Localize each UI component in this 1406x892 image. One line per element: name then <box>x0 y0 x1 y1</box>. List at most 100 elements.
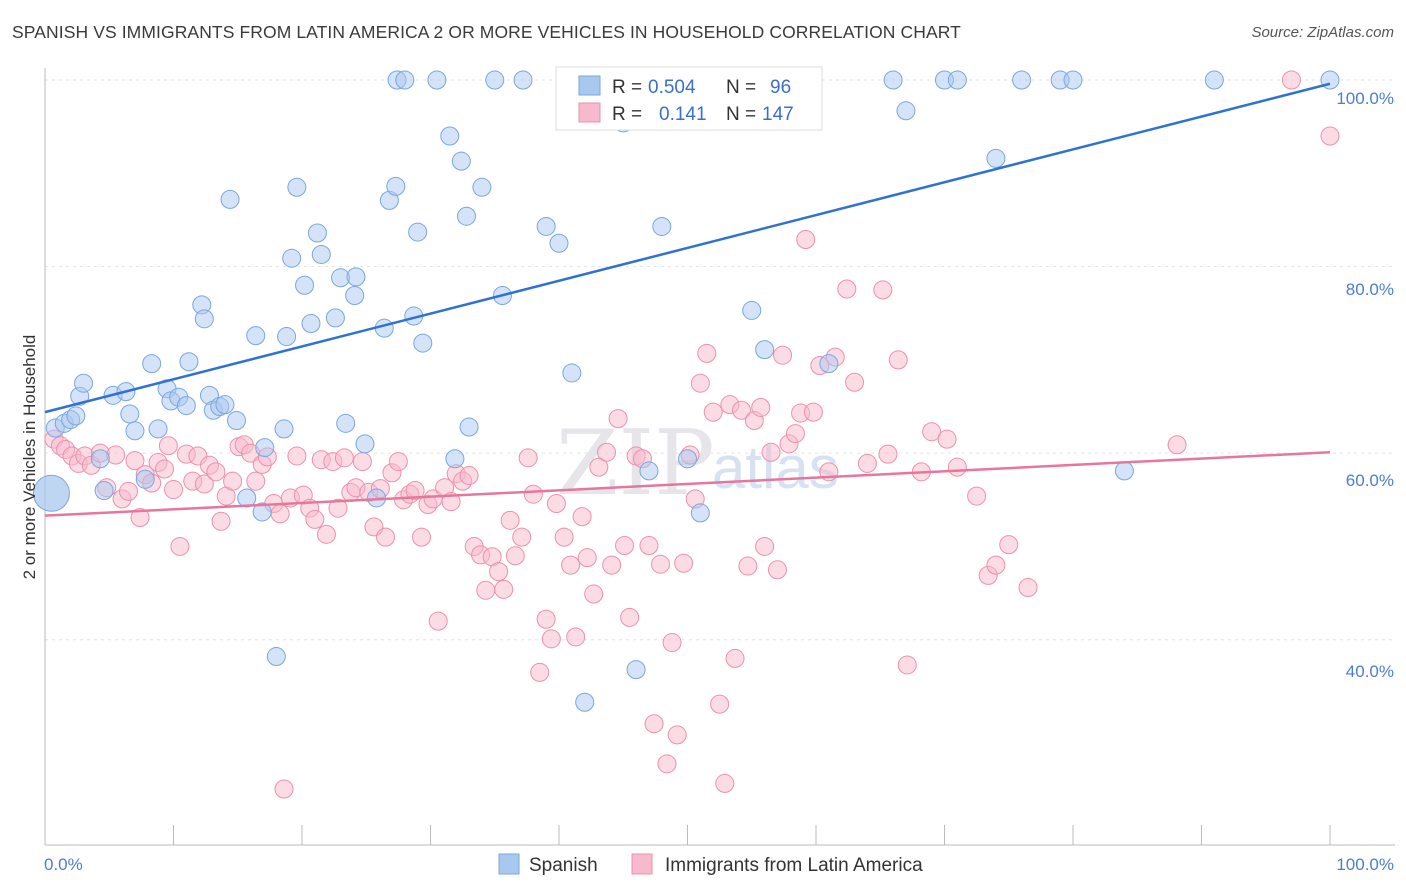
latin-point <box>1320 126 1340 146</box>
spanish-point <box>1204 70 1224 90</box>
latin-point <box>803 402 823 422</box>
spanish-point <box>1012 70 1032 90</box>
latin-point <box>1167 435 1187 455</box>
latin-point <box>937 429 957 449</box>
spanish-point <box>176 396 196 416</box>
latin-point <box>125 451 145 471</box>
spanish-point <box>148 419 168 439</box>
latin-point <box>947 457 967 477</box>
spanish-point <box>456 206 476 226</box>
latin-point <box>697 343 717 363</box>
latin-point <box>512 527 532 547</box>
latin-point <box>459 466 479 486</box>
latin-point <box>572 507 592 527</box>
spanish-point <box>986 148 1006 168</box>
spanish-point <box>120 404 140 424</box>
legend-swatch-spanish <box>578 75 601 96</box>
latin-point <box>164 480 183 500</box>
latin-point <box>796 230 816 250</box>
spanish-point <box>274 419 294 439</box>
spanish-point <box>575 692 595 712</box>
spanish-point <box>947 70 967 90</box>
latin-point <box>554 527 574 547</box>
spanish-point <box>472 177 492 197</box>
latin-point <box>589 457 609 477</box>
latin-point <box>541 629 561 649</box>
spanish-point <box>125 421 145 441</box>
spanish-point <box>179 352 199 372</box>
spanish-point <box>485 70 505 90</box>
latin-point <box>662 633 682 653</box>
latin-point <box>639 536 659 556</box>
spanish-point <box>355 434 375 454</box>
trend-lines <box>44 82 1331 517</box>
latin-point <box>441 492 461 512</box>
spanish-point <box>215 395 235 415</box>
spanish-point <box>220 189 240 209</box>
legend-r-value-spanish: 0.504 <box>648 77 696 98</box>
chart-source: Source: ZipAtlas.com <box>1251 24 1394 41</box>
spanish-point <box>252 502 272 522</box>
x-tick-label-max: 100.0% <box>1336 855 1394 874</box>
legend-n-label-latin: N = <box>726 104 756 125</box>
spanish-point <box>135 469 155 489</box>
spanish-point <box>346 267 366 287</box>
spanish-point <box>32 474 70 512</box>
spanish-point <box>282 248 302 268</box>
latin-point <box>405 480 425 500</box>
spanish-point <box>562 363 582 383</box>
latin-point <box>761 442 781 462</box>
latin-point <box>644 714 664 734</box>
latin-point <box>158 436 178 456</box>
spanish-point <box>345 286 365 306</box>
latin-point <box>922 422 942 442</box>
spanish-point <box>277 327 297 347</box>
bottom-legend-label-latin: Immigrants from Latin America <box>665 855 923 876</box>
spanish-point <box>295 275 315 295</box>
latin-point <box>715 773 735 793</box>
latin-point <box>305 509 325 529</box>
latin-point <box>845 372 865 392</box>
spanish-point <box>226 411 246 431</box>
latin-point <box>878 444 898 464</box>
spanish-point <box>639 461 659 481</box>
spanish-point <box>883 70 903 90</box>
chart-title: SPANISH VS IMMIGRANTS FROM LATIN AMERICA… <box>12 22 961 42</box>
latin-point <box>194 474 214 494</box>
bottom-legend-label-spanish: Spanish <box>529 855 598 876</box>
latin-point <box>755 536 775 556</box>
latin-point <box>536 609 556 629</box>
latin-trend-line <box>44 450 1331 517</box>
latin-point <box>897 655 917 675</box>
latin-point <box>667 725 687 745</box>
latin-point <box>352 452 372 472</box>
latin-point <box>999 535 1019 555</box>
spanish-point <box>74 373 94 393</box>
legend-n-value-spanish: 96 <box>770 77 791 98</box>
latin-point <box>561 555 581 575</box>
spanish-point <box>255 438 275 458</box>
bottom-legend-swatch-latin <box>631 853 653 875</box>
spanish-point <box>626 660 646 680</box>
latin-point <box>738 556 758 576</box>
latin-point <box>1281 70 1301 90</box>
latin-point <box>710 694 730 714</box>
latin-point <box>270 504 290 524</box>
latin-point <box>690 373 710 393</box>
latin-point <box>500 510 520 530</box>
latin-point <box>428 611 448 631</box>
spanish-point <box>513 70 533 90</box>
spanish-point <box>408 222 428 242</box>
axes <box>44 68 1395 846</box>
bottom-legend: Spanish Immigrants from Latin America <box>498 853 923 876</box>
spanish-point <box>287 177 307 197</box>
latin-point <box>837 279 857 299</box>
latin-point <box>615 536 635 556</box>
latin-point <box>773 345 793 365</box>
latin-point <box>1018 578 1038 598</box>
legend-swatch-latin <box>578 102 601 123</box>
latin-point <box>651 554 671 574</box>
latin-point <box>597 442 617 462</box>
x-tick-label-min: 0.0% <box>44 855 83 874</box>
spanish-point <box>94 480 114 500</box>
